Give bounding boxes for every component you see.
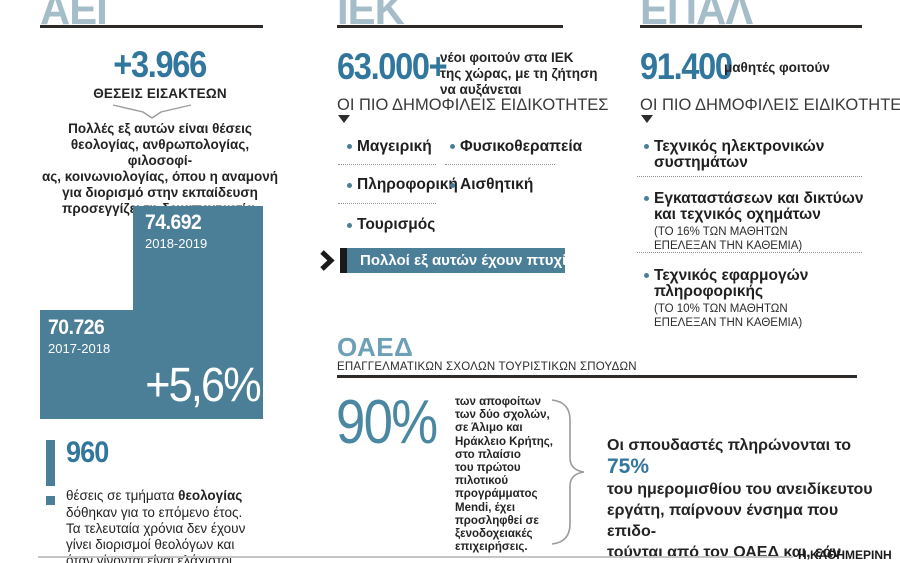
bar-2018-period: 2018-2019 xyxy=(145,236,208,251)
dotted-divider xyxy=(338,164,436,165)
aei-stat-label: ΘΕΣΕΙΣ ΕΙΣΑΚΤΕΩΝ xyxy=(93,86,227,101)
epal-item-3: Τεχνικός εφαρμογών πληροφορικής (ΤΟ 10% … xyxy=(654,268,808,330)
bar-2017-period: 2017-2018 xyxy=(48,341,111,356)
iek-stat-value: 63.000+ xyxy=(337,46,448,87)
bar-2018-value: 74.692 xyxy=(145,211,202,234)
bar-2018-label: 74.692 2018-2019 xyxy=(145,212,207,250)
iek-item-tourismos: Τουρισμός xyxy=(357,216,436,233)
oaed-section-title: ΟΑΕΔ xyxy=(337,332,414,362)
iek-title-rule xyxy=(337,25,563,28)
aei-description: Πολλές εξ αυτών είναι θέσεις θεολογίας, … xyxy=(41,121,279,216)
bullet-icon xyxy=(450,144,455,149)
iek-item-fysikotherapeia: Φυσικοθεραπεία xyxy=(460,138,583,155)
aei-stat-value: +3.966 xyxy=(113,44,208,85)
down-triangle-icon xyxy=(641,115,653,123)
epal-item-3-label: Τεχνικός εφαρμογών πληροφορικής xyxy=(654,267,809,300)
bar-2018-2019 xyxy=(133,206,263,419)
exclamation-icon xyxy=(46,440,55,486)
iek-item-aisthitiki: Αισθητική xyxy=(460,176,534,193)
epal-item-3-note: (ΤΟ 10% ΤΩΝ ΜΑΘΗΤΩΝ ΕΠΕΛΕΞΑΝ ΤΗΝ ΚΑΘΕΜΙΑ… xyxy=(654,303,803,329)
dotted-divider xyxy=(637,176,862,177)
dotted-divider xyxy=(637,252,862,253)
epal-item-2-label: Εγκαταστάσεων και δικτύων και τεχνικός ο… xyxy=(654,190,864,223)
footer-rule xyxy=(38,556,793,558)
curly-brace-icon xyxy=(551,399,585,545)
chevron-right-icon xyxy=(320,250,335,271)
epal-stat-caption: μαθητές φοιτούν xyxy=(724,60,830,75)
note-960-text: θέσεις σε τμήματα θεολογίας δόθηκαν για … xyxy=(66,472,266,563)
banner-accent-bar xyxy=(340,248,347,273)
bar-2017-label: 70.726 2017-2018 xyxy=(48,317,110,355)
note-960-value: 960 xyxy=(66,436,109,469)
bullet-icon xyxy=(450,183,455,188)
publisher-logo: Η ΚΑΘΗΜΕΡΙΝΗ xyxy=(798,548,892,562)
oaed-paragraph: Οι σπουδαστές πληρώνονται το 75% του ημε… xyxy=(607,414,873,563)
epal-item-2: Εγκαταστάσεων και δικτύων και τεχνικός ο… xyxy=(654,191,864,253)
epal-item-2-note: (ΤΟ 16% ΤΩΝ ΜΑΘΗΤΩΝ ΕΠΕΛΕΞΑΝ ΤΗΝ ΚΑΘΕΜΙΑ… xyxy=(654,226,803,252)
bullet-icon xyxy=(347,183,352,188)
oaed-paragraph-prefix: Οι σπουδαστές πληρώνονται το xyxy=(607,437,851,454)
epal-item-1: Τεχνικός ηλεκτρονικών συστημάτων xyxy=(654,138,825,171)
bar-2017-value: 70.726 xyxy=(48,316,105,339)
dotted-divider xyxy=(445,164,555,165)
exclamation-dot-icon xyxy=(46,496,55,505)
bullet-icon xyxy=(347,223,352,228)
bar-2017-2018 xyxy=(40,310,133,419)
epal-subhead: ΟΙ ΠΙΟ ΔΗΜΟΦΙΛΕΙΣ ΕΙΔΙΚΟΤΗΤΕΣ xyxy=(640,96,900,114)
bullet-icon xyxy=(644,273,649,278)
epal-title-rule xyxy=(640,25,862,28)
iek-item-pliroforiki: Πληροφορική xyxy=(357,176,458,193)
epal-stat-value: 91.400 xyxy=(640,46,733,87)
oaed-stat-value: 90% xyxy=(336,388,438,457)
note-960-rest: δόθηκαν για το επόμενο έτος. Τα τελευταί… xyxy=(66,504,246,563)
down-triangle-icon xyxy=(338,115,350,123)
note-960-prefix: θέσεις σε τμήματα xyxy=(66,488,179,504)
oaed-subtitle: ΕΠΑΓΓΕΛΜΑΤΙΚΩΝ ΣΧΟΛΩΝ ΤΟΥΡΙΣΤΙΚΩΝ ΣΠΟΥΔΩ… xyxy=(337,361,637,373)
iek-banner: Πολλοί εξ αυτών έχουν πτυχίο ΑΕΙ xyxy=(347,248,604,273)
dotted-divider xyxy=(338,203,436,204)
aei-title-rule xyxy=(40,25,263,28)
oaed-stat-caption: των αποφοίτων των δύο σχολών, σε Άλιμο κ… xyxy=(455,396,553,554)
bullet-icon xyxy=(347,144,352,149)
iek-item-mageiriki: Μαγειρική xyxy=(357,138,432,155)
aei-stat-block: +3.966 ΘΕΣΕΙΣ ΕΙΣΑΚΤΕΩΝ xyxy=(35,46,285,101)
iek-subhead: ΟΙ ΠΙΟ ΔΗΜΟΦΙΛΕΙΣ ΕΙΔΙΚΟΤΗΤΕΣ xyxy=(337,96,609,114)
change-percent: +5,6% xyxy=(145,359,261,412)
oaed-title-rule xyxy=(337,375,857,378)
bullet-icon xyxy=(644,196,649,201)
note-960-bold: θεολογίας xyxy=(178,488,243,504)
oaed-paragraph-highlight: 75% xyxy=(607,455,650,478)
v-pointer-icon xyxy=(112,104,192,119)
bullet-icon xyxy=(644,144,649,149)
iek-stat-caption: νέοι φοιτούν στα ΙΕΚ της χώρας, με τη ζή… xyxy=(440,50,598,97)
